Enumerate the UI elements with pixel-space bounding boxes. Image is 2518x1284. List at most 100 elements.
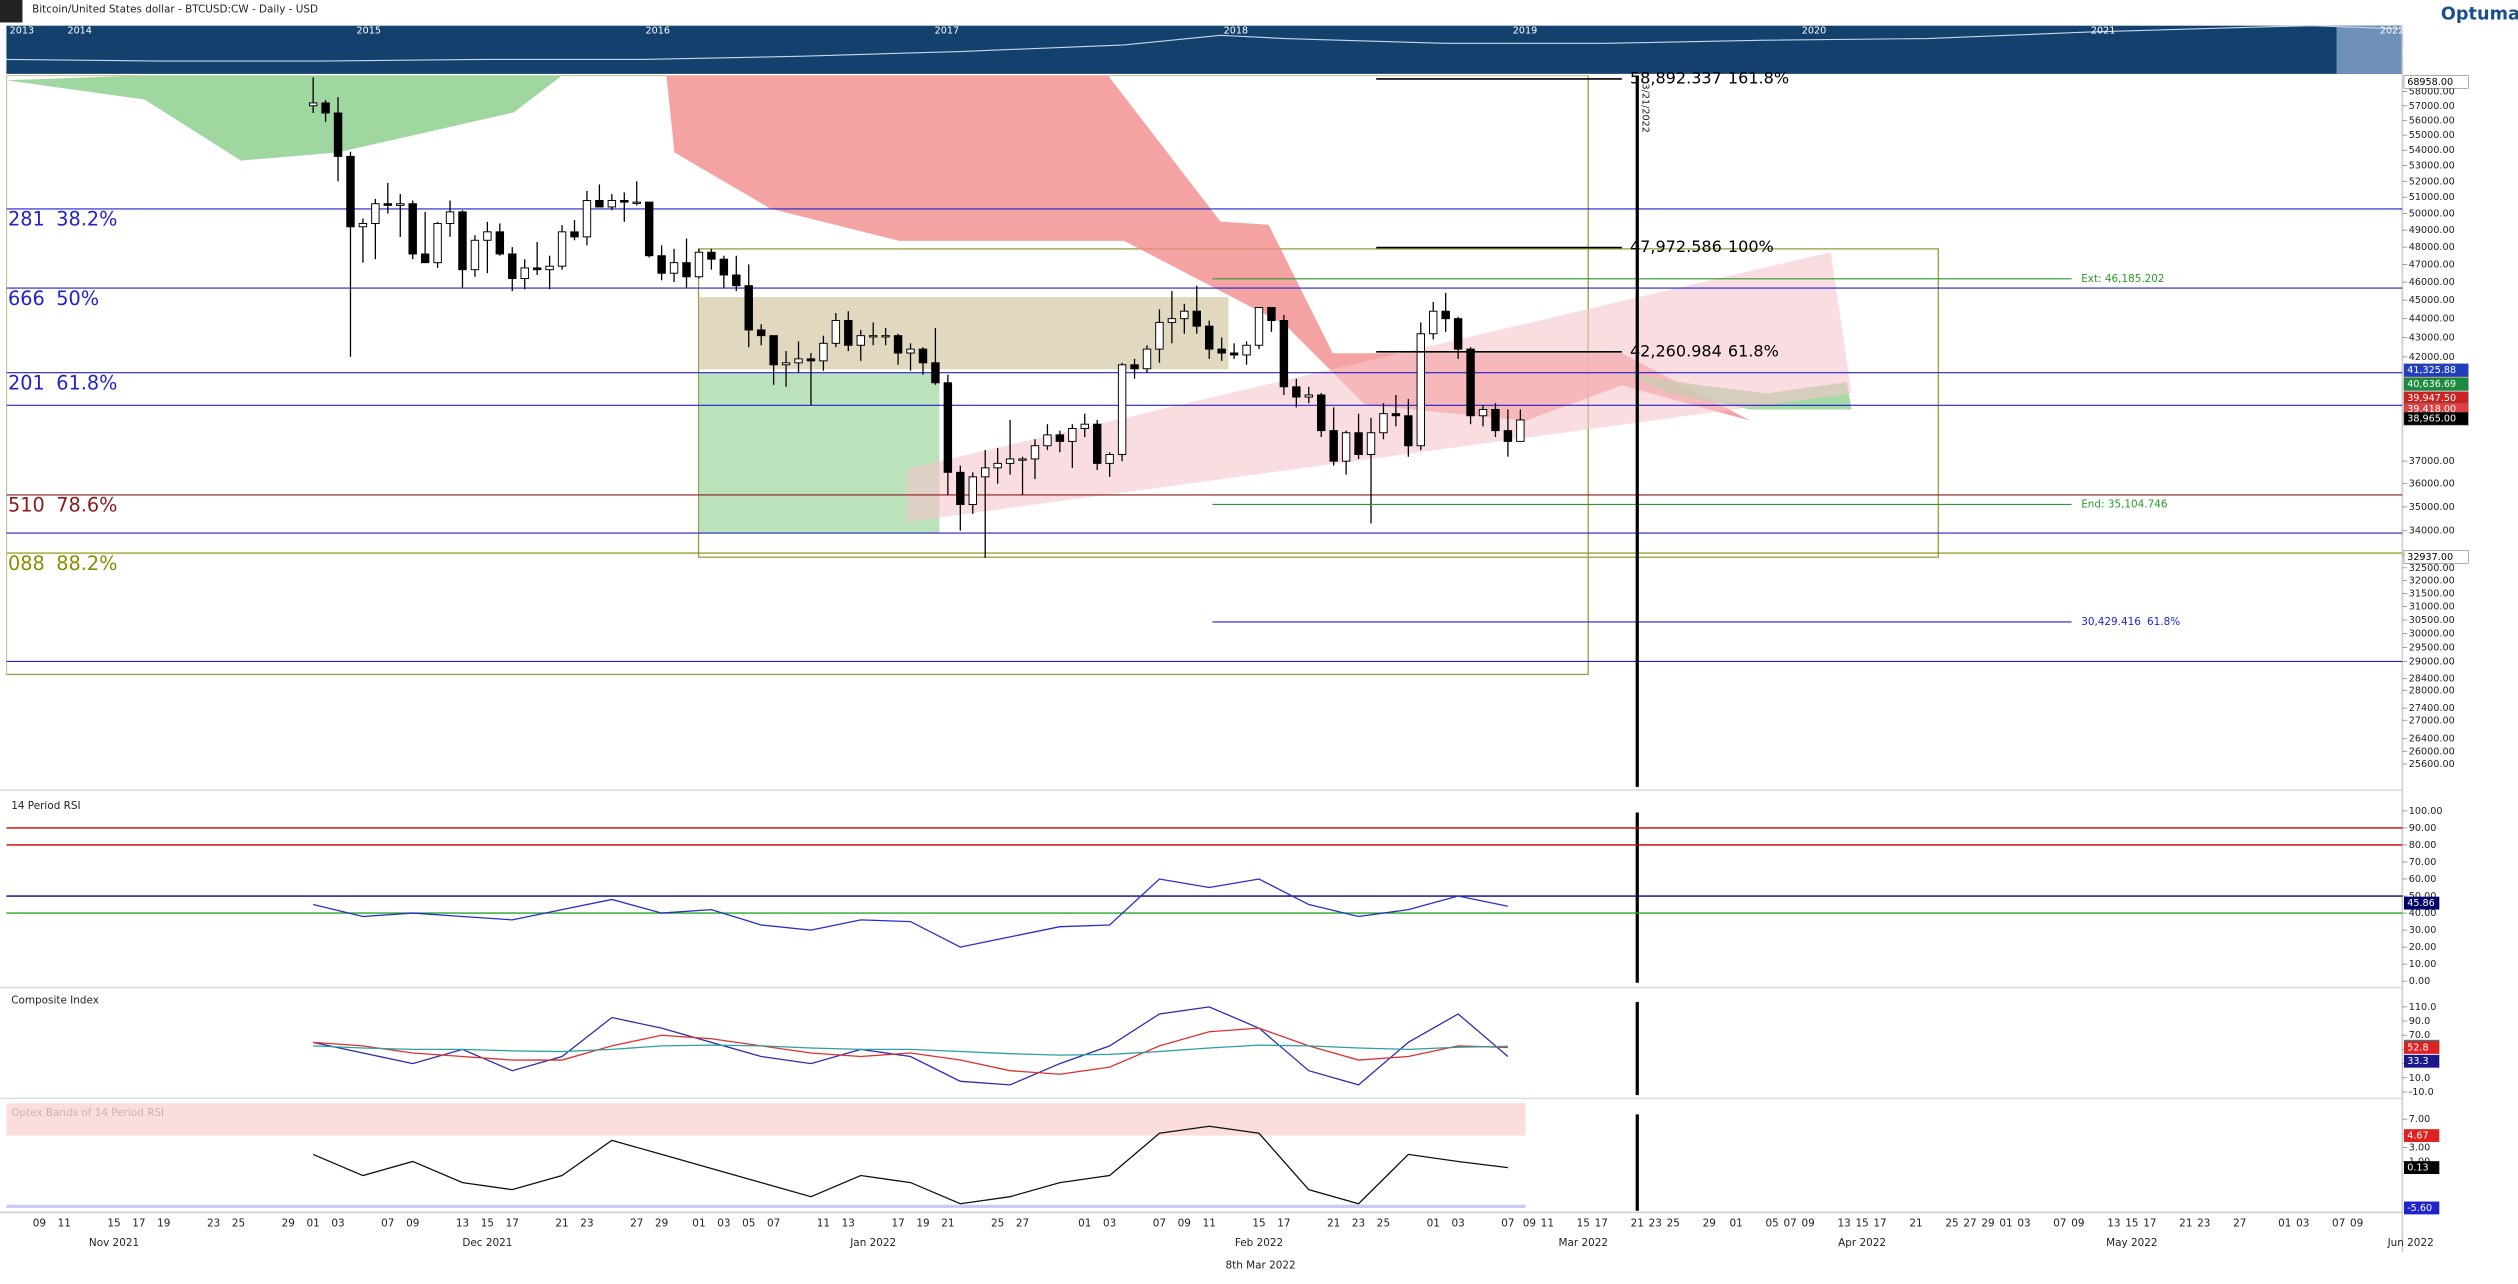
y-tick-label: 37000.00 (2409, 456, 2455, 467)
price-label-box (2403, 363, 2469, 377)
y-tick-label: 10.00 (2409, 959, 2437, 970)
y-tick-label: 20.00 (2409, 942, 2437, 953)
y-tick-label: 70.00 (2409, 857, 2437, 868)
x-tick-label: 07 (1153, 1218, 1166, 1230)
value-label-box (2403, 1041, 2440, 1054)
overview-window[interactable] (2336, 25, 2403, 74)
candle-body (1516, 419, 1525, 442)
candle-body (657, 255, 666, 274)
candle-body (358, 222, 368, 228)
price-label: 38,965.00 (2407, 414, 2456, 425)
y-tick-label: 60.00 (2409, 874, 2437, 885)
x-tick-label: 03 (717, 1218, 730, 1230)
y-tick-label: 47000.00 (2409, 259, 2455, 270)
x-tick-label: 29 (655, 1218, 668, 1230)
candle-body (333, 112, 343, 157)
y-tick-label: 0.00 (2409, 976, 2430, 987)
y-tick-label: 30000.00 (2409, 629, 2455, 640)
y-tick-label: 7.00 (2409, 1114, 2430, 1125)
overview-line (6, 25, 2403, 62)
x-tick-label: 17 (2143, 1218, 2156, 1230)
chart-title: Bitcoin/United States dollar - BTCUSD:CW… (32, 4, 318, 16)
y-tick-label: 80.00 (2409, 840, 2437, 851)
candle-body (308, 102, 318, 107)
candle-body (570, 231, 579, 238)
candle-body (956, 471, 965, 505)
x-tick-label: 25 (1945, 1218, 1958, 1230)
candle-body (744, 285, 753, 331)
year-label: 2021 (2091, 26, 2116, 37)
app-icon[interactable] (0, 0, 23, 23)
candle-body (943, 382, 953, 473)
x-tick-label: 23 (1649, 1218, 1662, 1230)
price-label: 40,636.69 (2407, 379, 2456, 390)
candle-body (707, 251, 716, 260)
price-label-box (2403, 75, 2469, 89)
overview-bar[interactable] (6, 25, 2403, 74)
fib-value-label: 47,972.586 (1630, 237, 1722, 256)
candle-body (993, 462, 1002, 469)
x-tick-label: 17 (1873, 1218, 1886, 1230)
y-tick-label: 48000.00 (2409, 242, 2455, 253)
fib-pct-label: 61.8% (1728, 341, 1779, 360)
y-tick-label: 58000.00 (2409, 86, 2455, 97)
candle-body (582, 199, 592, 238)
candle-body (557, 231, 567, 267)
candle-body (532, 267, 542, 271)
x-tick-label: 11 (1203, 1218, 1216, 1230)
x-tick-label: 17 (506, 1218, 519, 1230)
value-label-box (2403, 1129, 2440, 1143)
y-tick-label: 50000.00 (2409, 209, 2455, 220)
fib-pct-label: 161.8% (1728, 68, 1789, 87)
candle-body (1167, 318, 1177, 323)
y-tick-label: 51000.00 (2409, 192, 2455, 203)
candle-body (483, 231, 492, 241)
candle-body (1068, 427, 1077, 442)
y-tick-label: 70.0 (2409, 1030, 2430, 1041)
y-tick-label: 57000.00 (2409, 101, 2455, 112)
candle-body (1317, 394, 1326, 432)
ext-label: End: 35,104.746 (2081, 498, 2167, 510)
y-tick-label: 30.00 (2409, 925, 2437, 936)
candle-body (1366, 432, 1376, 455)
value-label: 45.86 (2407, 898, 2435, 909)
x-tick-label: 15 (1855, 1218, 1868, 1230)
fib-pct-label: 78.6% (56, 494, 117, 517)
value-label: 4.67 (2407, 1131, 2428, 1142)
x-tick-label: 17 (1595, 1218, 1608, 1230)
x-tick-label: 15 (1252, 1218, 1265, 1230)
indicator-line (312, 878, 1509, 948)
candle-body (1117, 364, 1127, 455)
y-tick-label: 90.0 (2409, 1016, 2430, 1027)
year-label: 2014 (67, 26, 92, 37)
y-tick-label: 31500.00 (2409, 588, 2455, 599)
x-tick-label: 17 (132, 1218, 145, 1230)
indicator-line (312, 1125, 1508, 1205)
month-label: Nov 2021 (89, 1237, 139, 1249)
candle-body (669, 262, 679, 274)
candle-body (1142, 348, 1152, 370)
fib-pct-label: 50% (56, 287, 99, 310)
x-tick-label: 13 (2107, 1218, 2120, 1230)
y-tick-label: 10.0 (2409, 1073, 2430, 1084)
fib-value-label: 201 (8, 371, 45, 394)
x-tick-label: 23 (1352, 1218, 1365, 1230)
month-label: Jun 2022 (2387, 1237, 2434, 1249)
value-label: 52.8 (2407, 1042, 2428, 1053)
candle-body (1105, 454, 1114, 464)
x-tick-label: 17 (1277, 1218, 1290, 1230)
x-tick-label: 01 (692, 1218, 705, 1230)
fib-value-label: 281 (8, 208, 45, 231)
x-tick-label: 01 (2278, 1218, 2291, 1230)
y-tick-label: 28400.00 (2409, 674, 2455, 685)
candle-body (1055, 434, 1065, 442)
fib-value-label: 30,429.416 (2081, 616, 2141, 628)
x-tick-label: 07 (1784, 1218, 1797, 1230)
x-tick-label: 07 (2053, 1218, 2066, 1230)
candle-body (844, 320, 853, 346)
x-tick-label: 23 (2197, 1218, 2210, 1230)
candle-body (321, 102, 330, 114)
value-label-box (2403, 1201, 2440, 1215)
price-label: 39,418.00 (2407, 404, 2456, 415)
